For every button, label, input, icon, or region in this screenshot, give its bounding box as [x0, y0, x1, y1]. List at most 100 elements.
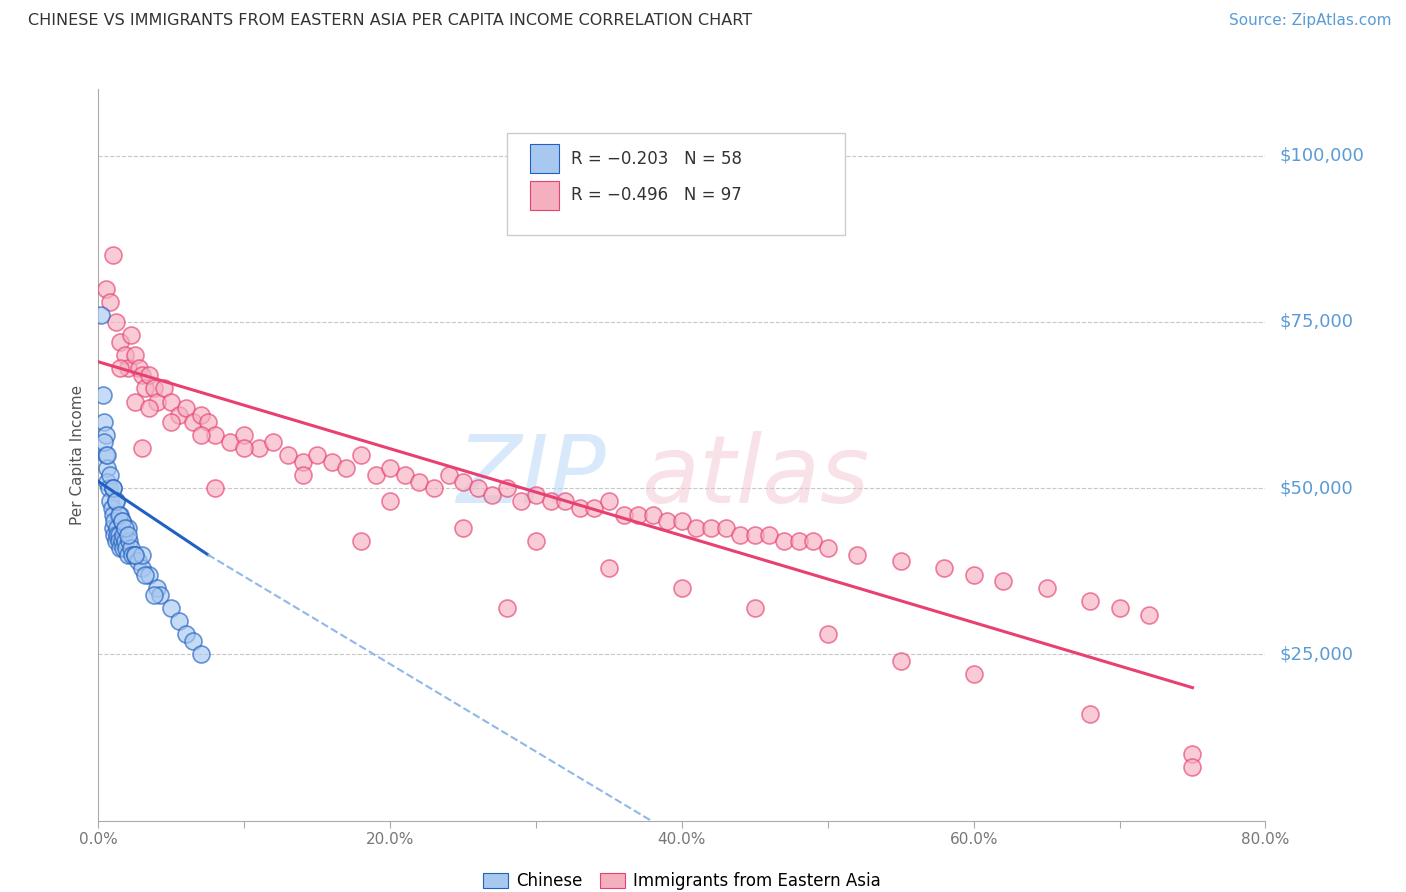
Point	[1035, 581, 1057, 595]
Point	[96, 475, 118, 489]
Point	[817, 627, 839, 641]
Point	[540, 494, 562, 508]
Point	[190, 428, 212, 442]
Point	[124, 548, 146, 562]
Point	[890, 654, 912, 668]
Point	[801, 534, 824, 549]
Point	[277, 448, 299, 462]
Legend: Chinese, Immigrants from Eastern Asia: Chinese, Immigrants from Eastern Asia	[477, 865, 887, 892]
Y-axis label: Per Capita Income: Per Capita Income	[69, 384, 84, 525]
Point	[408, 475, 430, 489]
Point	[111, 534, 134, 549]
Point	[131, 548, 153, 562]
Point	[1108, 600, 1130, 615]
Point	[138, 401, 160, 416]
Point	[190, 648, 212, 662]
Point	[153, 381, 176, 395]
Point	[744, 600, 766, 615]
Point	[787, 534, 810, 549]
Point	[962, 567, 984, 582]
Text: $50,000: $50,000	[1279, 479, 1353, 497]
Point	[1181, 760, 1204, 774]
Point	[103, 515, 125, 529]
Point	[598, 561, 620, 575]
Point	[1080, 707, 1102, 722]
Point	[204, 428, 226, 442]
Point	[142, 381, 165, 395]
Point	[364, 467, 387, 482]
Point	[128, 361, 150, 376]
Point	[142, 588, 165, 602]
Point	[174, 627, 197, 641]
Point	[1137, 607, 1160, 622]
Bar	[530, 144, 560, 173]
Point	[378, 461, 402, 475]
Point	[120, 328, 142, 343]
Point	[510, 494, 533, 508]
Point	[495, 600, 517, 615]
Point	[204, 481, 226, 495]
Point	[247, 442, 270, 456]
Point	[554, 494, 576, 508]
Point	[93, 434, 115, 449]
Point	[1181, 747, 1204, 761]
Point	[335, 461, 357, 475]
Point	[233, 428, 256, 442]
Point	[524, 534, 547, 549]
Point	[131, 442, 153, 456]
Point	[641, 508, 664, 522]
Point	[657, 515, 679, 529]
Point	[105, 521, 128, 535]
Point	[118, 534, 141, 549]
Point	[773, 534, 796, 549]
Point	[98, 494, 121, 508]
Point	[962, 667, 984, 681]
Point	[350, 448, 373, 462]
Point	[111, 515, 134, 529]
Point	[583, 501, 606, 516]
Text: $25,000: $25,000	[1279, 646, 1354, 664]
Point	[94, 428, 117, 442]
Text: Source: ZipAtlas.com: Source: ZipAtlas.com	[1229, 13, 1392, 29]
Point	[131, 561, 153, 575]
Point	[101, 508, 124, 522]
Text: ZIP: ZIP	[457, 432, 606, 523]
Point	[127, 554, 149, 568]
Point	[495, 481, 517, 495]
Point	[481, 488, 503, 502]
Point	[262, 434, 284, 449]
Point	[685, 521, 707, 535]
Point	[700, 521, 723, 535]
Point	[114, 348, 136, 362]
Point	[181, 634, 204, 648]
Point	[94, 282, 117, 296]
Text: R = −0.203   N = 58: R = −0.203 N = 58	[571, 150, 742, 168]
Point	[110, 334, 132, 349]
Point	[451, 475, 474, 489]
Point	[627, 508, 650, 522]
Point	[96, 448, 118, 462]
Point	[568, 501, 591, 516]
Point	[149, 588, 172, 602]
Point	[758, 527, 780, 541]
Point	[111, 515, 134, 529]
Point	[112, 527, 135, 541]
Point	[197, 415, 219, 429]
Point	[138, 567, 160, 582]
Point	[181, 415, 204, 429]
Point	[190, 408, 212, 422]
Point	[146, 581, 169, 595]
Point	[104, 494, 127, 508]
Point	[115, 541, 138, 555]
Point	[108, 508, 131, 522]
Point	[117, 527, 139, 541]
Point	[110, 508, 132, 522]
Point	[167, 408, 190, 422]
Point	[467, 481, 489, 495]
Text: $75,000: $75,000	[1279, 313, 1354, 331]
Point	[160, 394, 183, 409]
Point	[101, 248, 124, 262]
Point	[890, 554, 912, 568]
Point	[104, 494, 127, 508]
Text: $100,000: $100,000	[1279, 146, 1364, 165]
